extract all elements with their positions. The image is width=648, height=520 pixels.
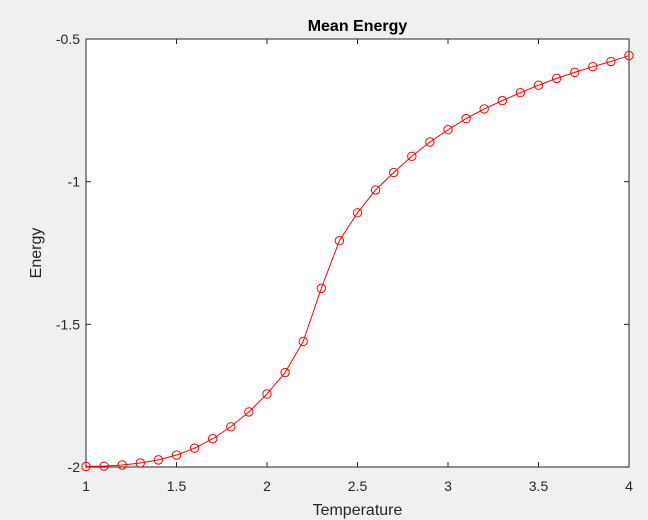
y-tick-label: -2 (68, 459, 81, 475)
x-tick-label: 1 (82, 478, 90, 494)
data-point (298, 336, 308, 347)
data-point (370, 185, 381, 195)
data-point (497, 95, 507, 106)
x-tick-label: 3.5 (529, 478, 549, 494)
series-layer (81, 50, 634, 472)
data-point (135, 458, 146, 468)
data-point (171, 450, 182, 460)
data-point (624, 50, 634, 61)
data-point (389, 167, 399, 178)
series-line (85, 55, 630, 467)
y-axis-label: Energy (28, 228, 45, 279)
x-tick-label: 2.5 (348, 478, 368, 494)
x-tick-label: 1.5 (167, 478, 187, 494)
data-point (515, 87, 526, 98)
y-tick-label: -1 (68, 174, 81, 190)
x-tick-label: 4 (625, 478, 633, 494)
data-point (99, 461, 109, 471)
data-point (551, 73, 562, 84)
data-point (533, 80, 544, 90)
data-point (443, 125, 453, 135)
data-point (479, 104, 489, 114)
data-point (407, 151, 417, 161)
data-point (189, 443, 200, 453)
data-point (280, 367, 290, 378)
data-point (334, 236, 345, 246)
data-point (244, 407, 254, 417)
data-point (226, 422, 236, 432)
x-tick-label: 2 (263, 478, 271, 494)
data-point (262, 389, 272, 399)
data-point (570, 67, 580, 78)
data-point (316, 283, 326, 294)
plot-area (85, 38, 630, 468)
data-point (208, 434, 218, 444)
data-point (352, 208, 363, 218)
ticks: 1 1.5 2 2.5 3 3.5 4 -2 -1.5 -1 -0.5 (56, 31, 633, 494)
x-axis-label: Temperature (313, 502, 403, 519)
data-point (117, 460, 127, 470)
x-tick-label: 3 (444, 478, 452, 494)
y-tick-label: -1.5 (56, 316, 80, 332)
data-point (81, 461, 91, 472)
data-point (588, 61, 598, 72)
y-tick-label: -0.5 (56, 31, 80, 47)
data-point (461, 113, 471, 124)
data-point (606, 56, 616, 67)
data-point (425, 137, 435, 147)
data-point (153, 455, 164, 465)
chart-title: Mean Energy (308, 18, 408, 35)
